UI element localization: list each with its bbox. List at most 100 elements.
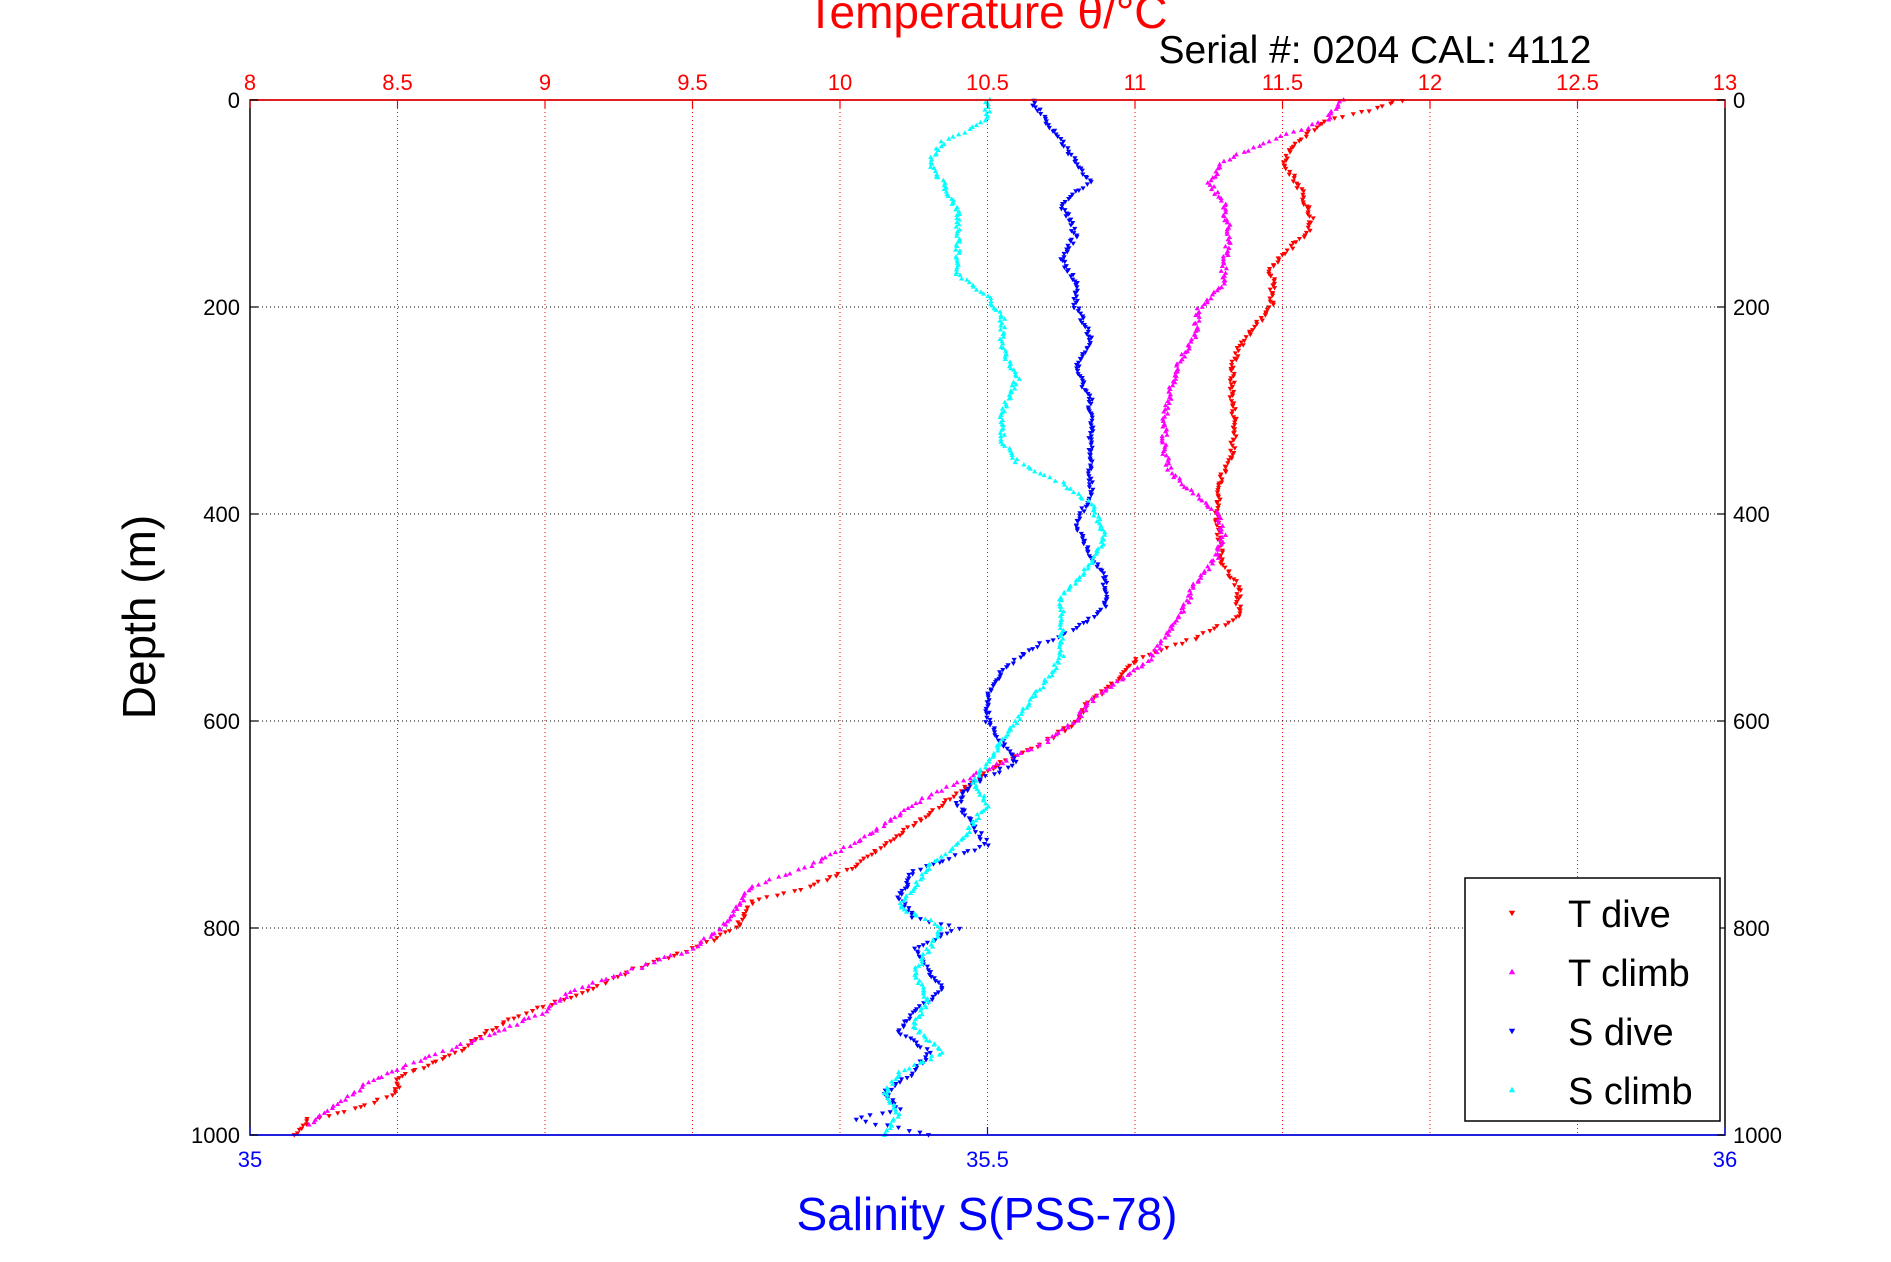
- salinity-tick-label: 35.5: [966, 1147, 1009, 1172]
- data-point: [400, 1065, 406, 1070]
- data-point: [873, 828, 880, 833]
- data-point: [1339, 115, 1346, 120]
- data-point: [1000, 668, 1006, 673]
- data-point: [500, 1022, 506, 1027]
- data-point: [1010, 661, 1016, 666]
- data-point: [1008, 389, 1015, 395]
- data-point: [572, 987, 578, 992]
- data-point: [962, 813, 968, 818]
- data-point: [927, 810, 933, 816]
- data-point: [1229, 359, 1235, 365]
- data-point: [1081, 620, 1087, 626]
- data-point: [970, 284, 976, 289]
- data-point: [890, 1098, 896, 1103]
- data-point: [955, 228, 961, 234]
- data-point: [1154, 643, 1160, 648]
- data-point: [1016, 376, 1022, 381]
- data-point: [1283, 166, 1289, 172]
- data-point: [1180, 601, 1187, 607]
- data-point: [1267, 299, 1273, 305]
- data-point: [893, 1107, 899, 1112]
- data-point: [1222, 565, 1228, 571]
- data-point: [532, 1013, 538, 1018]
- data-point: [809, 863, 815, 869]
- data-point: [923, 815, 929, 820]
- data-point: [887, 818, 894, 823]
- data-point: [993, 307, 999, 312]
- legend-entry-label: S climb: [1568, 1071, 1693, 1113]
- data-point: [1227, 157, 1233, 162]
- data-point: [1171, 474, 1177, 480]
- data-point: [984, 700, 990, 705]
- data-point: [1032, 693, 1039, 698]
- data-point: [1219, 263, 1225, 268]
- data-point: [1002, 356, 1008, 361]
- data-point: [998, 436, 1004, 442]
- data-point: [1204, 297, 1210, 302]
- data-point: [615, 974, 621, 980]
- data-point: [1230, 374, 1237, 379]
- data-point: [920, 951, 926, 956]
- data-point: [899, 892, 905, 897]
- data-point: [1000, 331, 1006, 336]
- data-point: [1062, 208, 1068, 213]
- legend-entry-label: S dive: [1568, 1012, 1674, 1054]
- data-point: [452, 1050, 458, 1056]
- data-point: [1218, 198, 1224, 203]
- data-point: [907, 1016, 913, 1022]
- data-point: [953, 267, 960, 272]
- data-point: [1280, 160, 1287, 165]
- data-point: [1089, 557, 1095, 562]
- data-point: [1222, 243, 1229, 249]
- data-point: [1193, 328, 1199, 333]
- data-point: [1015, 713, 1021, 719]
- data-point: [1103, 688, 1109, 693]
- data-point: [958, 837, 965, 842]
- data-point: [917, 1130, 923, 1135]
- data-point: [911, 823, 917, 829]
- data-point: [1000, 341, 1006, 346]
- data-point: [1068, 152, 1074, 158]
- data-point: [1214, 624, 1220, 629]
- data-point: [1088, 335, 1095, 341]
- data-point: [1070, 221, 1076, 226]
- data-point: [954, 779, 960, 785]
- data-point: [909, 1071, 916, 1076]
- data-point: [1196, 314, 1202, 319]
- data-point: [523, 1011, 530, 1016]
- data-point: [1231, 371, 1237, 377]
- data-point: [977, 119, 984, 125]
- data-point: [1325, 112, 1332, 117]
- data-point: [985, 104, 991, 110]
- data-point: [394, 1067, 400, 1072]
- data-point: [954, 233, 960, 238]
- data-point: [1006, 392, 1013, 397]
- data-point: [1266, 138, 1272, 144]
- data-point: [947, 797, 953, 802]
- legend-marker: [1508, 1086, 1516, 1093]
- data-point: [1220, 256, 1227, 261]
- data-point: [907, 1013, 913, 1018]
- data-point: [986, 756, 993, 762]
- data-point: [1009, 763, 1015, 769]
- data-point: [1084, 346, 1090, 352]
- data-point: [1235, 354, 1241, 359]
- data-point: [1020, 750, 1026, 756]
- data-point: [1260, 140, 1266, 146]
- data-point: [1011, 386, 1018, 391]
- data-point: [949, 201, 955, 206]
- data-point: [916, 1030, 922, 1035]
- data-point: [924, 964, 931, 970]
- data-point: [1266, 267, 1273, 272]
- data-point: [909, 803, 915, 808]
- data-point: [942, 180, 948, 185]
- data-point: [603, 976, 609, 982]
- data-point: [1234, 592, 1240, 597]
- data-point: [1084, 175, 1090, 181]
- data-point: [1332, 116, 1338, 121]
- data-point: [981, 842, 988, 847]
- data-point: [1193, 334, 1199, 340]
- data-point: [953, 801, 959, 806]
- data-point: [430, 1060, 436, 1066]
- data-point: [969, 124, 975, 129]
